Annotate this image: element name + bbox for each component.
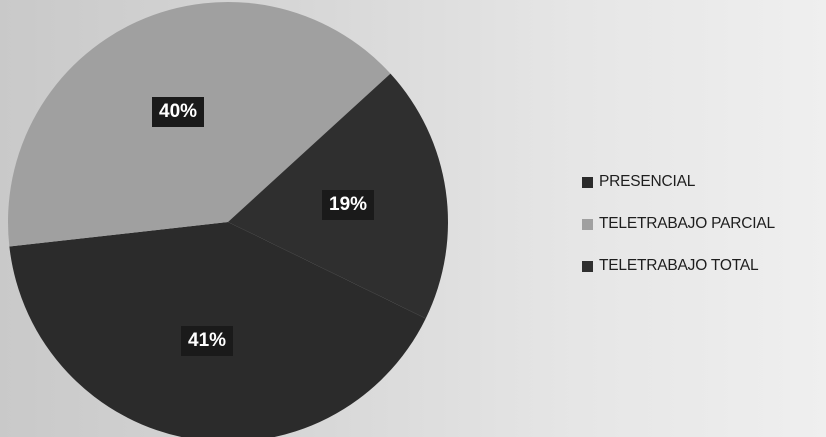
legend-swatch-presencial (582, 176, 593, 188)
legend-item-teletrabajo-parcial: TELETRABAJO PARCIAL (582, 212, 826, 236)
legend-label-presencial: PRESENCIAL (599, 173, 696, 190)
data-label-presencial: 41% (181, 326, 234, 356)
legend-label-teletrabajo-total: TELETRABAJO TOTAL (599, 257, 759, 274)
legend-item-teletrabajo-total: TELETRABAJO TOTAL (582, 254, 826, 278)
legend-swatch-teletrabajo-total (582, 260, 593, 272)
data-label-teletrabajo-total: 19% (322, 190, 375, 220)
legend-swatch-teletrabajo-parcial (582, 218, 593, 230)
data-label-teletrabajo-parcial: 40% (152, 97, 205, 127)
chart-legend: PRESENCIAL TELETRABAJO PARCIAL TELETRABA… (582, 170, 826, 296)
legend-item-presencial: PRESENCIAL (582, 170, 826, 194)
legend-label-teletrabajo-parcial: TELETRABAJO PARCIAL (599, 215, 775, 232)
